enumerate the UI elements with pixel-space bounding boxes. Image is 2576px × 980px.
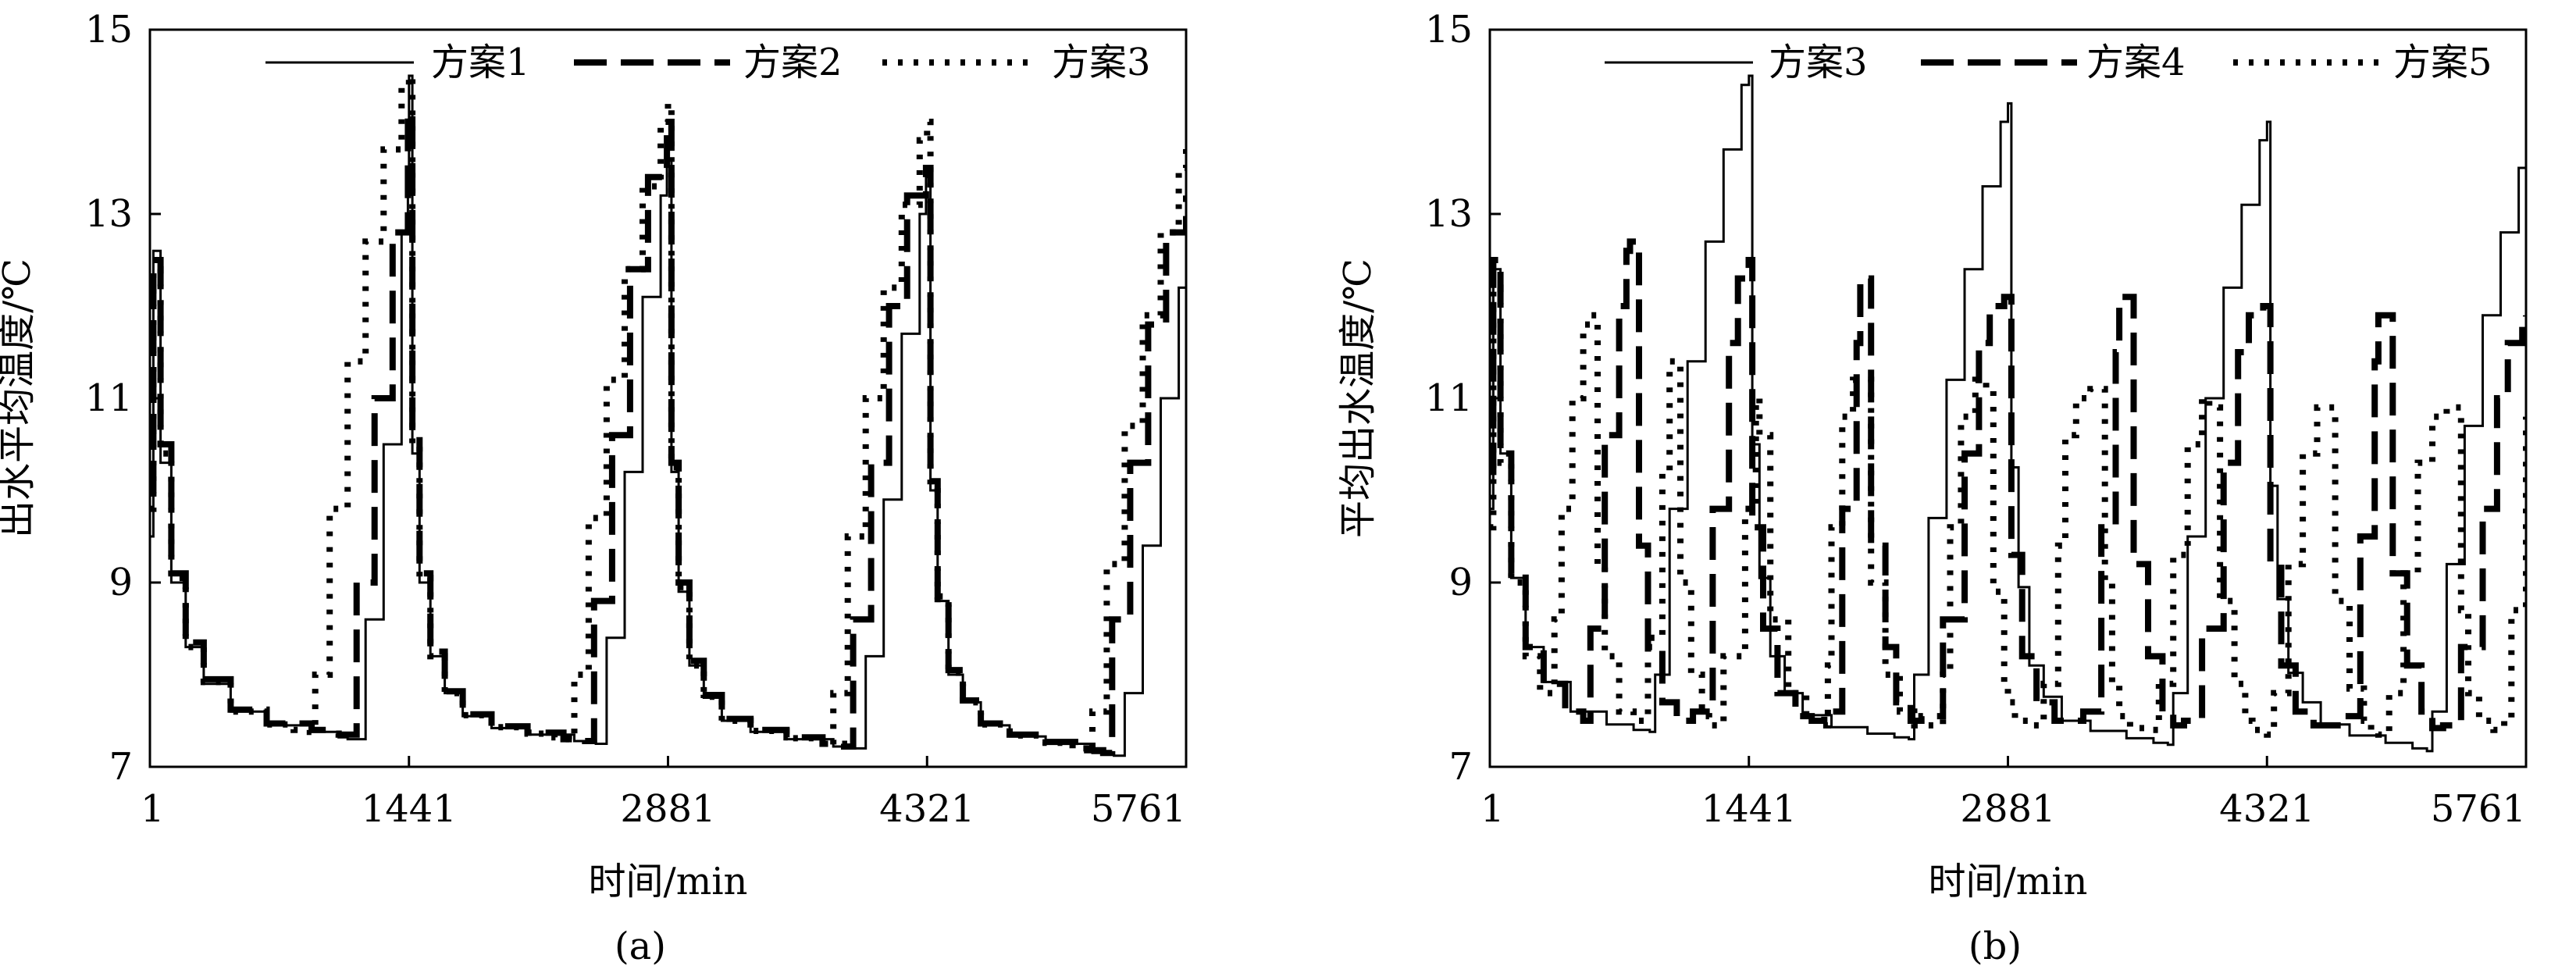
- y-tick-label: 13: [1425, 192, 1473, 236]
- y-tick-label: 15: [1425, 8, 1473, 52]
- x-tick-label: 1441: [362, 787, 457, 831]
- x-tick-label: 5761: [2431, 787, 2526, 831]
- y-tick-label: 7: [1448, 745, 1473, 789]
- legend-label-1: 方案1: [431, 41, 530, 84]
- panel-caption: (b): [1969, 925, 2022, 968]
- legend-label-2: 方案4: [2086, 41, 2186, 84]
- x-axis-title: 时间/min: [1929, 860, 2088, 903]
- y-tick-label: 9: [1448, 561, 1473, 604]
- x-tick-label: 2881: [620, 787, 715, 831]
- legend-label-1: 方案3: [1769, 41, 1868, 84]
- x-axis-title: 时间/min: [589, 860, 748, 903]
- y-tick-label: 9: [109, 561, 133, 604]
- x-tick-label: 5761: [1091, 787, 1186, 831]
- panel-caption: (a): [615, 925, 666, 968]
- y-axis-title: 出水平均温度/℃: [0, 258, 39, 538]
- x-tick-label: 1441: [1701, 787, 1797, 831]
- x-tick-label: 4321: [879, 787, 974, 831]
- series-line-3: [150, 73, 1186, 754]
- x-tick-label: 4321: [2219, 787, 2314, 831]
- y-axis-title: 平均出水温度/℃: [1336, 258, 1380, 538]
- y-tick-label: 11: [1425, 376, 1473, 420]
- y-tick-label: 15: [85, 8, 133, 52]
- y-tick-label: 11: [85, 376, 133, 420]
- y-tick-label: 13: [85, 192, 133, 236]
- x-tick-label: 2881: [1960, 787, 2055, 831]
- legend-label-3: 方案3: [1052, 41, 1151, 84]
- y-tick-label: 7: [109, 745, 133, 789]
- chart-panel-b: 7 9 11 13 15 1 1441 2881 4321 5761 方案3 方案4 方案5 时间/min…: [1336, 8, 2528, 968]
- series-line-3: [1490, 284, 2526, 738]
- chart-panel-a: 7 9 11 13 15 1 1441 2881 4321 5761 方案1 方案2 方案3 时间/min…: [0, 8, 1188, 968]
- legend-label-3: 方案5: [2393, 41, 2492, 84]
- x-tick-label: 1: [141, 787, 165, 831]
- legend-label-2: 方案2: [743, 41, 843, 84]
- series-line-2: [1490, 238, 2526, 732]
- x-tick-label: 1: [1480, 787, 1505, 831]
